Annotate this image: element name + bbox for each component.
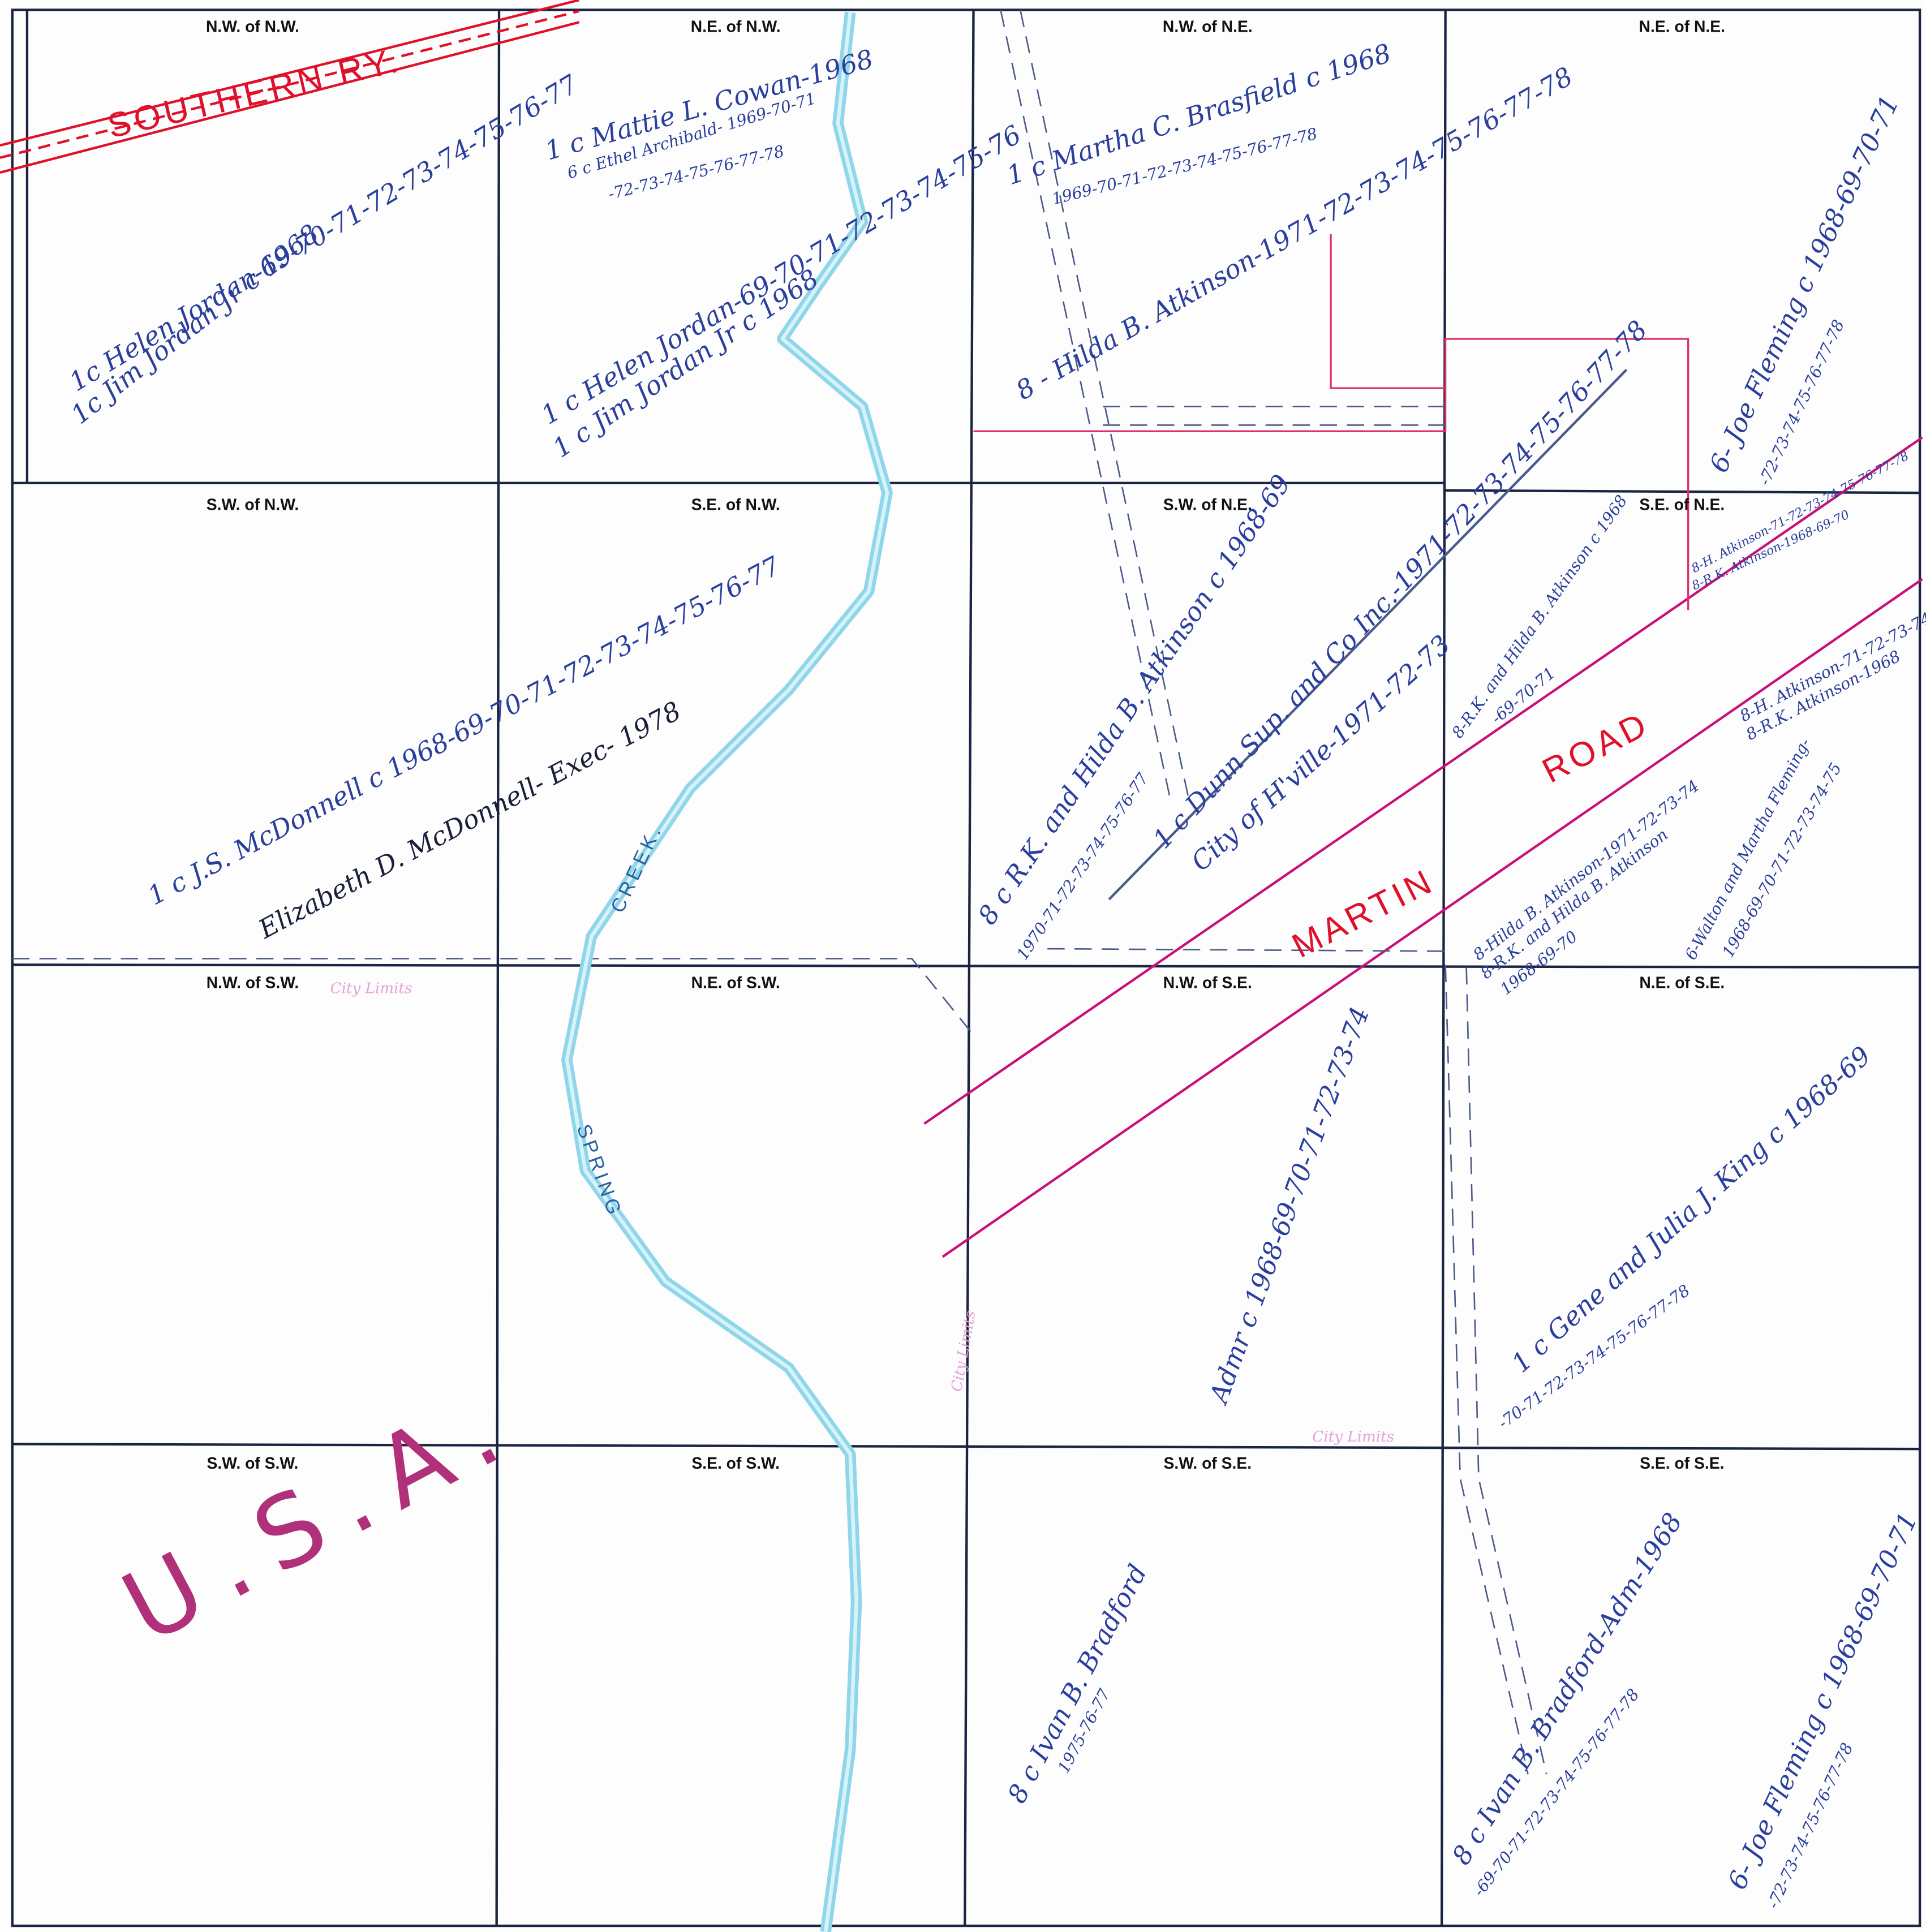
railway xyxy=(0,0,580,174)
section-label: N.W. of N.E. xyxy=(1163,18,1253,36)
section-label: S.W. of S.W. xyxy=(207,1454,299,1472)
section-label: S.E. of N.E. xyxy=(1639,496,1725,514)
city-limits: City Limits xyxy=(330,980,412,997)
section-label: N.W. of N.W. xyxy=(206,18,299,36)
dashed-lines xyxy=(12,10,1628,1775)
grid xyxy=(11,8,1921,1927)
section-label: N.E. of N.E. xyxy=(1639,18,1726,36)
section-label: S.W. of N.W. xyxy=(207,496,299,514)
section-label: N.E. of N.W. xyxy=(691,18,781,36)
section-label: S.W. of N.E. xyxy=(1163,496,1252,514)
city-limits: City Limits xyxy=(1312,1428,1394,1445)
road xyxy=(923,234,1923,1258)
section-label: N.W. of S.E. xyxy=(1163,974,1252,992)
section-label: S.E. of N.W. xyxy=(691,496,780,514)
creek xyxy=(561,11,893,1932)
section-label: N.E. of S.W. xyxy=(691,974,780,992)
section-label: N.W. of S.W. xyxy=(207,974,299,992)
section-label: S.E. of S.W. xyxy=(691,1454,780,1472)
section-label: S.W. of S.E. xyxy=(1163,1454,1252,1472)
section-labels: N.W. of N.W. N.E. of N.W. N.W. of N.E. N.E.… xyxy=(206,18,1725,1472)
section-label: N.E. of S.E. xyxy=(1639,974,1725,992)
section-label: S.E. of S.E. xyxy=(1640,1454,1724,1472)
